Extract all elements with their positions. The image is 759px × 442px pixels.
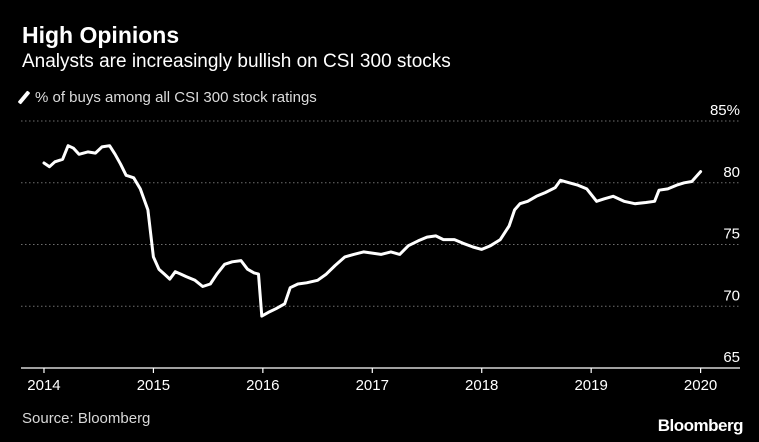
x-tick-label: 2018: [465, 377, 498, 394]
chart-subtitle: Analysts are increasingly bullish on CSI…: [22, 51, 451, 72]
legend-label: % of buys among all CSI 300 stock rating…: [35, 89, 317, 106]
y-tick-label: 65: [723, 349, 740, 366]
chart-title: High Opinions: [22, 22, 180, 48]
y-tick-label: 75: [723, 226, 740, 243]
series-line: [42, 144, 703, 318]
x-tick-label: 2020: [684, 377, 717, 394]
x-tick-label: 2015: [137, 377, 170, 394]
grid-layer: [21, 120, 740, 307]
y-tick-label: 85%: [710, 102, 740, 119]
x-tick-label: 2019: [574, 377, 607, 394]
source-note: Source: Bloomberg: [22, 410, 151, 427]
x-tick-label: 2016: [246, 377, 279, 394]
x-tick-label: 2014: [27, 377, 60, 394]
x-tick-label: 2017: [356, 377, 389, 394]
y-tick-label: 70: [723, 287, 740, 304]
y-tick-label: 80: [723, 164, 740, 181]
series-layer: [42, 144, 703, 318]
axis-layer: 65 70 75 80 85% 2014 2015 2016 2017 2018 2019 2020: [21, 102, 740, 394]
legend: % of buys among all CSI 300 stock rating…: [17, 89, 317, 106]
bloomberg-logo: Bloomberg: [657, 416, 744, 435]
